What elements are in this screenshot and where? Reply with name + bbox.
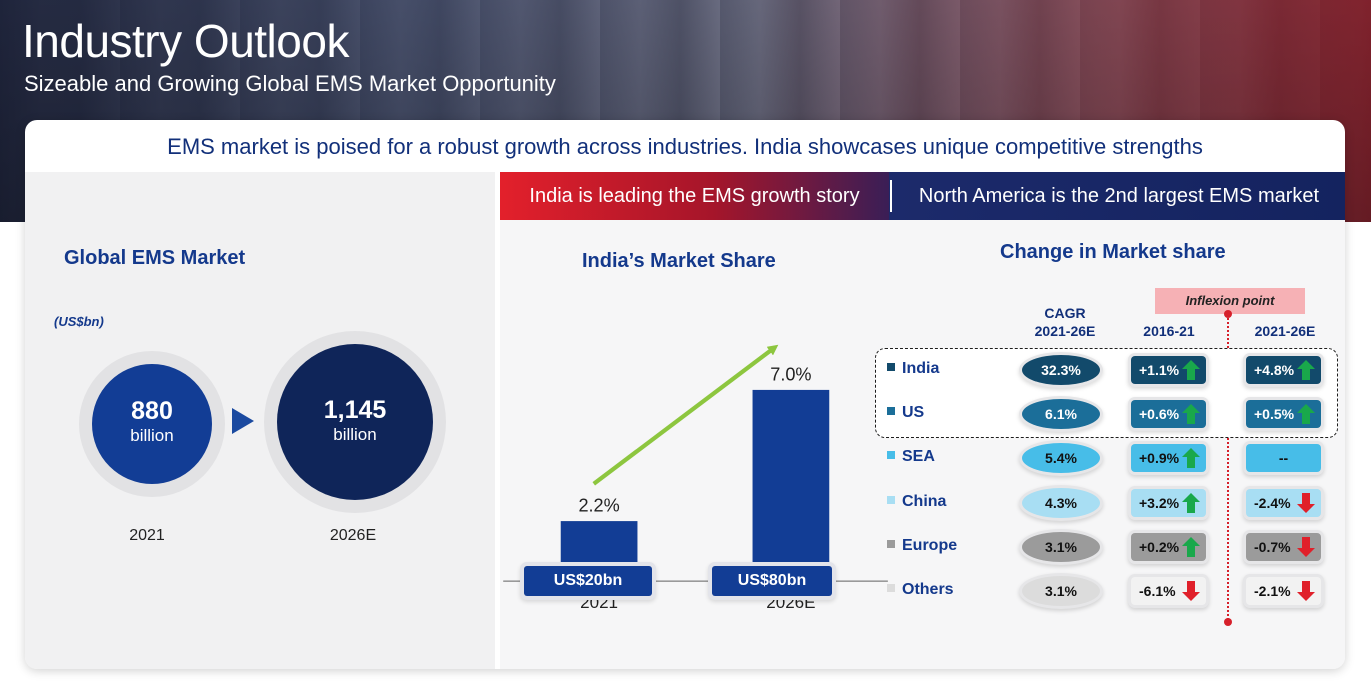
- banner-india: India is leading the EMS growth story: [500, 172, 889, 220]
- region-label-us: US: [887, 404, 924, 422]
- bubble-2026-unit: billion: [333, 425, 377, 444]
- change-value: +0.5%: [1254, 406, 1295, 422]
- change-value: +0.9%: [1139, 450, 1180, 466]
- inflexion-line: [1227, 314, 1229, 624]
- headline: EMS market is poised for a robust growth…: [167, 134, 1203, 159]
- year-label-2021: 2021: [129, 527, 165, 544]
- col-head-cagr-l2: 2021-26E: [1034, 323, 1096, 339]
- region-label-others: Others: [887, 581, 954, 599]
- banner-north-america: North America is the 2nd largest EMS mar…: [893, 172, 1345, 220]
- region-label-europe: Europe: [887, 537, 957, 555]
- change-2021-26-china: -2.4%: [1246, 489, 1321, 517]
- region-name: India: [902, 360, 940, 377]
- us80bn-label: US$80bn: [712, 566, 832, 596]
- region-name: SEA: [902, 448, 935, 465]
- change-value: +0.2%: [1139, 539, 1180, 555]
- legend-swatch: [887, 496, 895, 504]
- region-name: Others: [902, 581, 954, 598]
- bubble-2026-value: 1,145: [323, 396, 387, 424]
- change-2021-26-others: -2.1%: [1246, 577, 1321, 605]
- cagr-value-us: 6.1%: [1022, 399, 1100, 429]
- arrow-down-icon: [1182, 581, 1200, 601]
- india-share-title: India’s Market Share: [582, 250, 776, 272]
- inflexion-point-label: Inflexion point: [1155, 288, 1305, 314]
- change-2016-21-europe: +0.2%: [1131, 533, 1206, 561]
- cagr-value-china: 4.3%: [1022, 488, 1100, 518]
- change-value: +1.1%: [1139, 362, 1180, 378]
- region-name: Europe: [902, 537, 958, 554]
- arrow-down-icon: [1297, 537, 1315, 557]
- region-label-sea: SEA: [887, 448, 935, 466]
- cagr-value-india: 32.3%: [1022, 355, 1100, 385]
- change-2021-26-sea: --: [1246, 444, 1321, 472]
- change-2016-21-others: -6.1%: [1131, 577, 1206, 605]
- cagr-value-others: 3.1%: [1022, 576, 1100, 606]
- change-value: -2.1%: [1254, 583, 1291, 599]
- banner-divider: [889, 172, 893, 220]
- change-value: -0.7%: [1254, 539, 1291, 555]
- bubble-2021-unit: billion: [130, 426, 174, 445]
- change-2016-21-us: +0.6%: [1131, 400, 1206, 428]
- inflexion-dot-top: [1224, 310, 1232, 318]
- region-label-china: China: [887, 493, 946, 511]
- global-ems-title: Global EMS Market: [64, 247, 246, 269]
- banner: India is leading the EMS growth story No…: [500, 172, 1345, 220]
- legend-swatch: [887, 540, 895, 548]
- inflexion-dot-bottom: [1224, 618, 1232, 626]
- bar-value-label-2026e: 7.0%: [770, 364, 811, 384]
- us20bn-label: US$20bn: [524, 566, 652, 596]
- year-label-2026: 2026E: [329, 527, 377, 544]
- x-tick-label-2021: 2021: [580, 593, 618, 612]
- bubble-2021: 880 billion: [92, 364, 212, 484]
- col-head-2021-26: 2021-26E: [1254, 323, 1316, 339]
- arrow-down-icon: [1297, 581, 1315, 601]
- arrow-up-icon: [1182, 448, 1200, 468]
- trend-arrow: [592, 344, 779, 486]
- arrow-down-icon: [1297, 493, 1315, 513]
- bubble-2026: 1,145 billion: [277, 344, 433, 500]
- change-2021-26-us: +0.5%: [1246, 400, 1321, 428]
- change-share-title: Change in Market share: [1000, 241, 1226, 263]
- region-label-india: India: [887, 360, 939, 378]
- legend-swatch: [887, 451, 895, 459]
- page-title: Industry Outlook: [22, 15, 349, 67]
- change-2016-21-sea: +0.9%: [1131, 444, 1206, 472]
- change-value: +3.2%: [1139, 495, 1180, 511]
- change-2016-21-india: +1.1%: [1131, 356, 1206, 384]
- india-share-chart: 2.2% 2021 7.0% 2026E: [503, 344, 888, 612]
- arrow-up-icon: [1297, 404, 1315, 424]
- col-head-cagr-l1: CAGR: [1044, 305, 1086, 321]
- change-value: -2.4%: [1254, 495, 1291, 511]
- arrow-up-icon: [1182, 360, 1200, 380]
- bar-value-label-2021: 2.2%: [578, 496, 619, 516]
- arrow-up-icon: [1297, 360, 1315, 380]
- x-tick-label-2026e: 2026E: [766, 593, 815, 612]
- change-value: --: [1278, 450, 1289, 466]
- arrow-up-icon: [1182, 404, 1200, 424]
- cagr-value-europe: 3.1%: [1022, 532, 1100, 562]
- change-2021-26-india: +4.8%: [1246, 356, 1321, 384]
- legend-swatch: [887, 407, 895, 415]
- change-2016-21-china: +3.2%: [1131, 489, 1206, 517]
- change-value: -6.1%: [1139, 583, 1176, 599]
- cagr-value-sea: 5.4%: [1022, 443, 1100, 473]
- legend-swatch: [887, 363, 895, 371]
- change-value: +4.8%: [1254, 362, 1295, 378]
- region-name: US: [902, 404, 925, 421]
- bar-2026e: [752, 389, 830, 582]
- growth-arrow-icon: [232, 408, 254, 434]
- col-head-2016-21: 2016-21: [1143, 323, 1195, 339]
- region-name: China: [902, 493, 947, 510]
- bubble-2021-value: 880: [131, 397, 173, 425]
- change-2021-26-europe: -0.7%: [1246, 533, 1321, 561]
- unit-label: (US$bn): [54, 314, 104, 329]
- change-value: +0.6%: [1139, 406, 1180, 422]
- arrow-up-icon: [1182, 537, 1200, 557]
- page-subtitle: Sizeable and Growing Global EMS Market O…: [24, 71, 556, 96]
- col-head-cagr: CAGR 2021-26E: [1020, 304, 1110, 340]
- legend-swatch: [887, 584, 895, 592]
- arrow-up-icon: [1182, 493, 1200, 513]
